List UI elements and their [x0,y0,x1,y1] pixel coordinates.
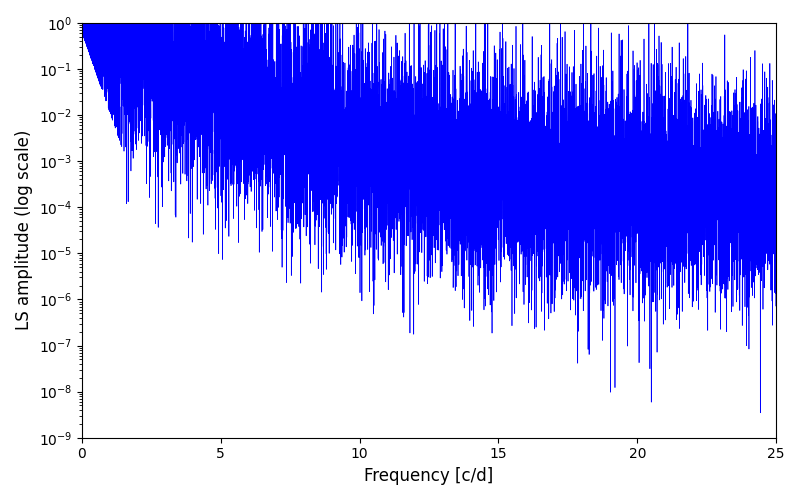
X-axis label: Frequency [c/d]: Frequency [c/d] [364,467,494,485]
Y-axis label: LS amplitude (log scale): LS amplitude (log scale) [15,130,33,330]
